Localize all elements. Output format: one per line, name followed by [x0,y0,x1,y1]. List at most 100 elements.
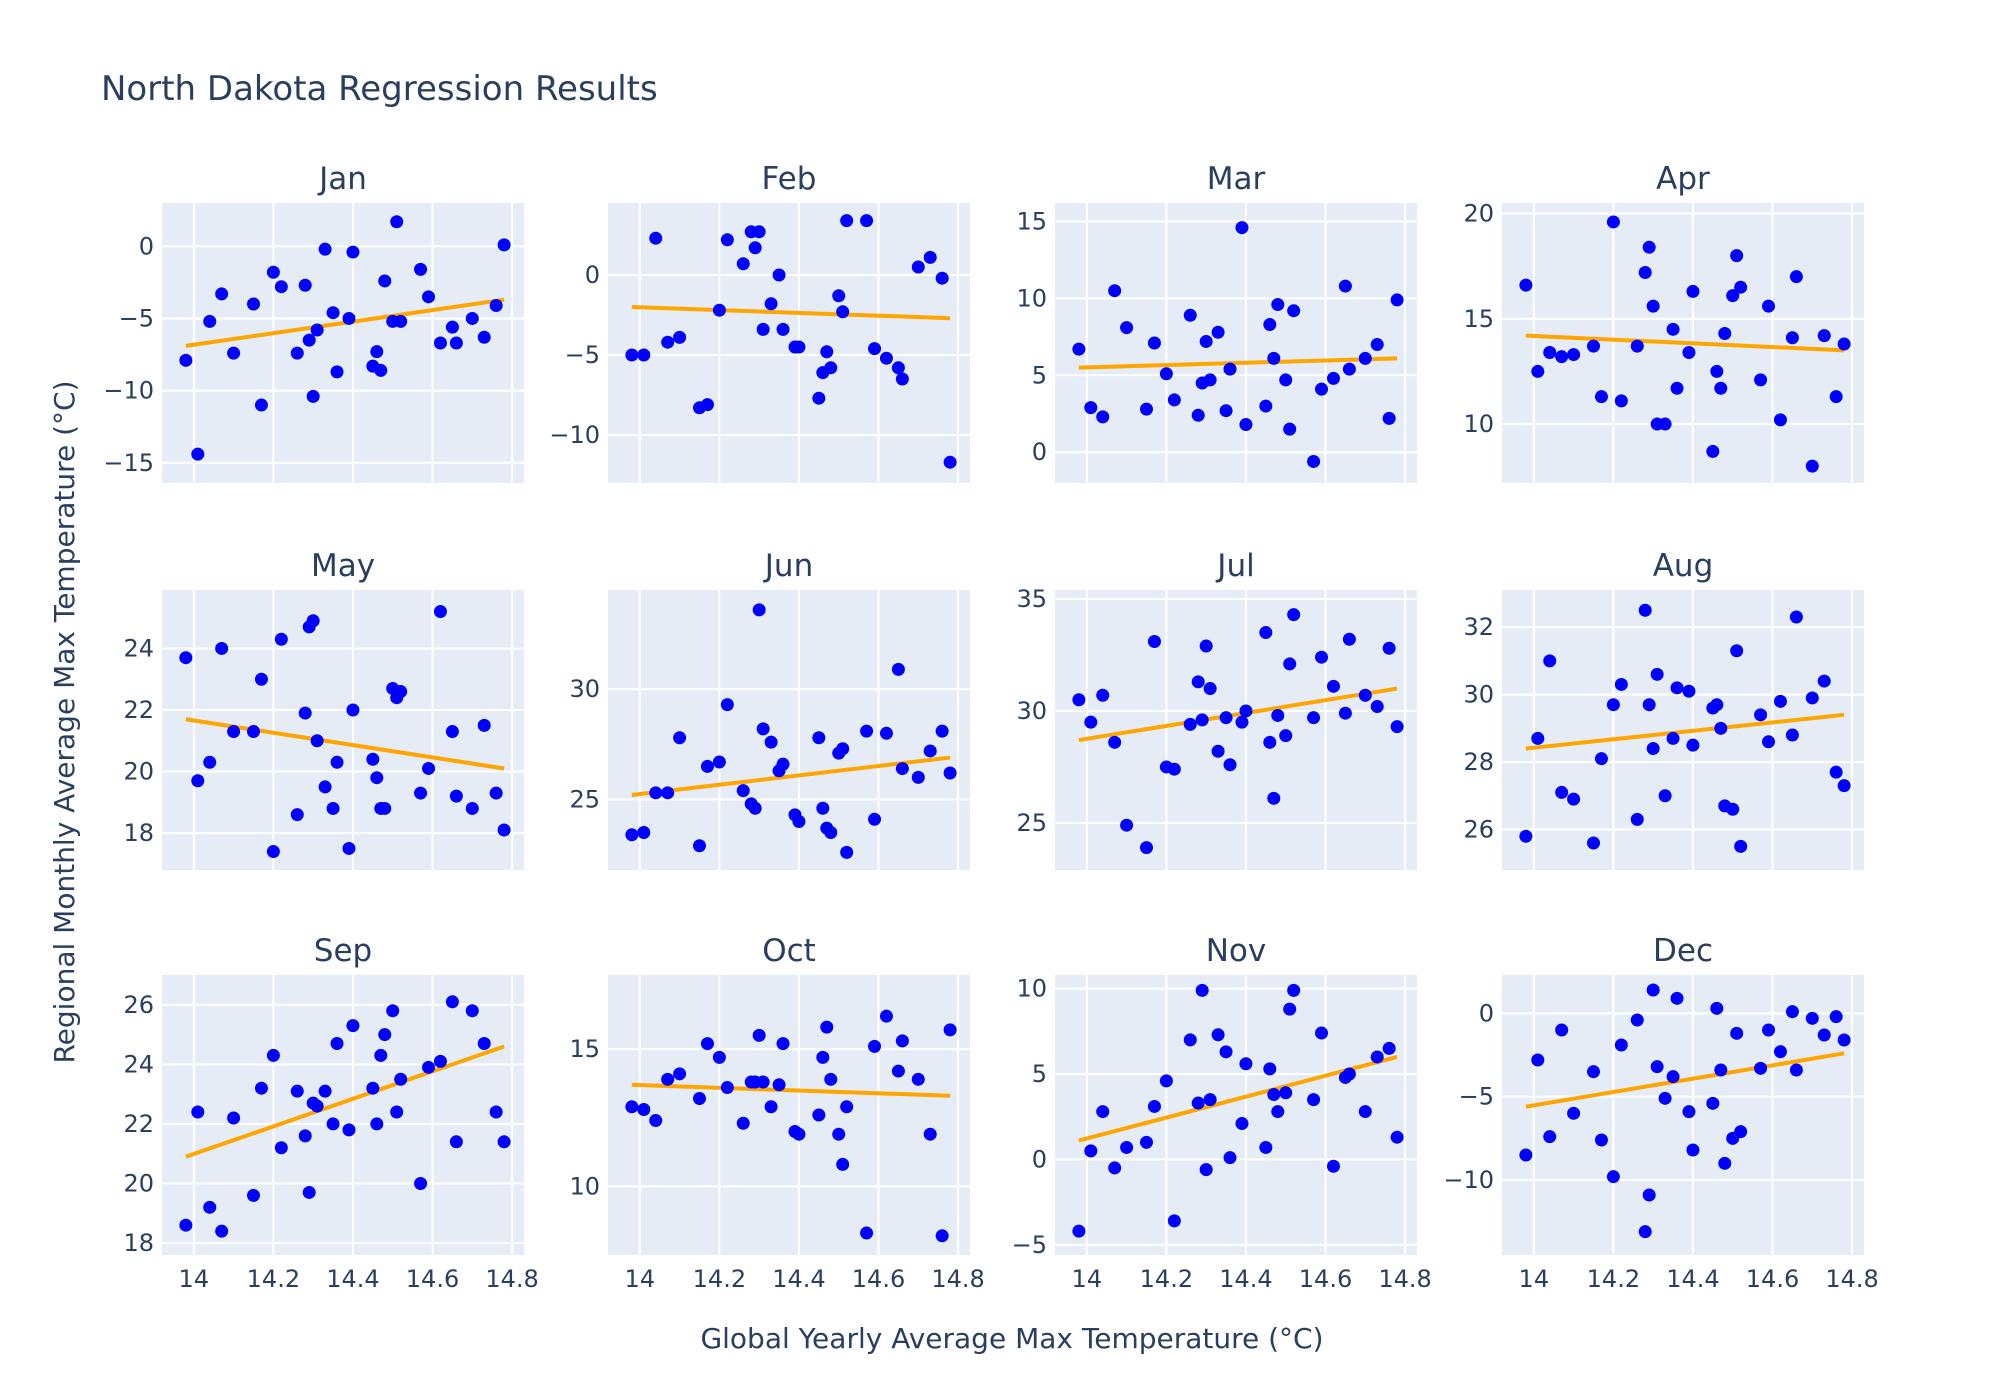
data-point [390,1105,404,1119]
data-point [673,330,687,344]
data-point [346,1019,360,1033]
subplot-title: May [311,548,375,584]
data-point [756,722,770,736]
data-point [1666,1070,1680,1084]
data-point [1519,829,1533,843]
data-point [1283,657,1297,671]
y-tick-label: −5 [1012,1231,1047,1259]
data-point [700,759,714,773]
data-point [302,333,316,347]
data-point [895,762,909,776]
data-point [497,1135,511,1149]
subplot-title: Feb [762,161,817,197]
data-point [445,320,459,334]
x-tick-label: 14.4 [1219,1265,1272,1293]
data-point [465,1004,479,1018]
data-point [1358,351,1372,365]
data-point [179,353,193,367]
regression-line [1525,1051,1845,1109]
data-point [911,260,925,274]
data-point [1785,728,1799,742]
data-point [1072,1224,1086,1238]
data-point [879,351,893,365]
data-point [935,271,949,285]
plot-area [608,975,970,1255]
data-point [661,786,675,800]
data-point [1682,684,1696,698]
subplot-sep: 14 14.2 14.4 14.6 14.8 18 20 22 24 26 Sep [123,933,538,1293]
data-point [1358,688,1372,702]
data-point [1267,1088,1281,1102]
subplot-title: Nov [1206,933,1267,969]
data-point [1183,717,1197,731]
data-point [1567,792,1581,806]
x-tick-label: 14 [1519,1265,1550,1293]
y-tick-label: 24 [123,634,154,662]
data-point [477,718,491,732]
data-point [1326,371,1340,385]
data-point [836,742,850,756]
data-point [764,1100,778,1114]
data-point [1718,1156,1732,1170]
y-tick-label: 5 [1032,361,1047,389]
data-point [1682,345,1696,359]
data-point [923,250,937,264]
data-point [306,614,320,628]
data-point [366,752,380,766]
data-point [310,323,324,337]
subplot-apr: 10 15 20 Apr [1463,161,1864,483]
data-point [1223,758,1237,772]
data-point [752,603,766,617]
data-point [1307,454,1321,468]
data-point [318,1084,332,1098]
y-tick-label: −15 [103,449,154,477]
data-point [1586,339,1600,353]
data-point [1307,1093,1321,1107]
data-point [1710,698,1724,712]
subplot-title: Apr [1656,161,1710,197]
data-point [1714,1063,1728,1077]
data-point [445,725,459,739]
data-point [1191,1096,1205,1110]
data-point [1754,373,1768,387]
data-point [1785,331,1799,345]
data-point [1203,682,1217,696]
y-tick-label: 25 [1016,809,1047,837]
data-point [1108,735,1122,749]
y-tick-label: 20 [123,1170,154,1198]
data-point [1307,711,1321,725]
plot-area [162,590,524,870]
data-point [1382,1041,1396,1055]
data-point [1195,713,1209,727]
y-axis-title: Regional Monthly Average Max Temperature… [48,380,81,1063]
data-point [1139,841,1153,855]
data-point [1519,278,1533,292]
data-point [625,348,639,362]
data-point [860,1226,874,1240]
data-point [1287,304,1301,318]
data-point [1594,1133,1608,1147]
data-point [923,744,937,758]
data-point [1283,1002,1297,1016]
data-point [1271,1105,1285,1119]
x-tick-label: 14.2 [1587,1265,1640,1293]
x-tick-label: 14.6 [1746,1265,1799,1293]
data-point [1120,818,1134,832]
data-point [1283,422,1297,436]
data-point [1762,1023,1776,1037]
data-point [832,289,846,303]
data-point [1263,735,1277,749]
data-point [394,314,408,328]
data-point [935,1229,949,1243]
data-point [1630,339,1644,353]
data-point [748,801,762,815]
data-point [433,1054,447,1068]
data-point [298,278,312,292]
data-point [298,706,312,720]
data-point [891,361,905,375]
data-point [776,757,790,771]
data-point [736,1116,750,1130]
data-point [1342,362,1356,376]
x-tick-label: 14 [179,1265,210,1293]
y-tick-label: −5 [1459,1083,1494,1111]
